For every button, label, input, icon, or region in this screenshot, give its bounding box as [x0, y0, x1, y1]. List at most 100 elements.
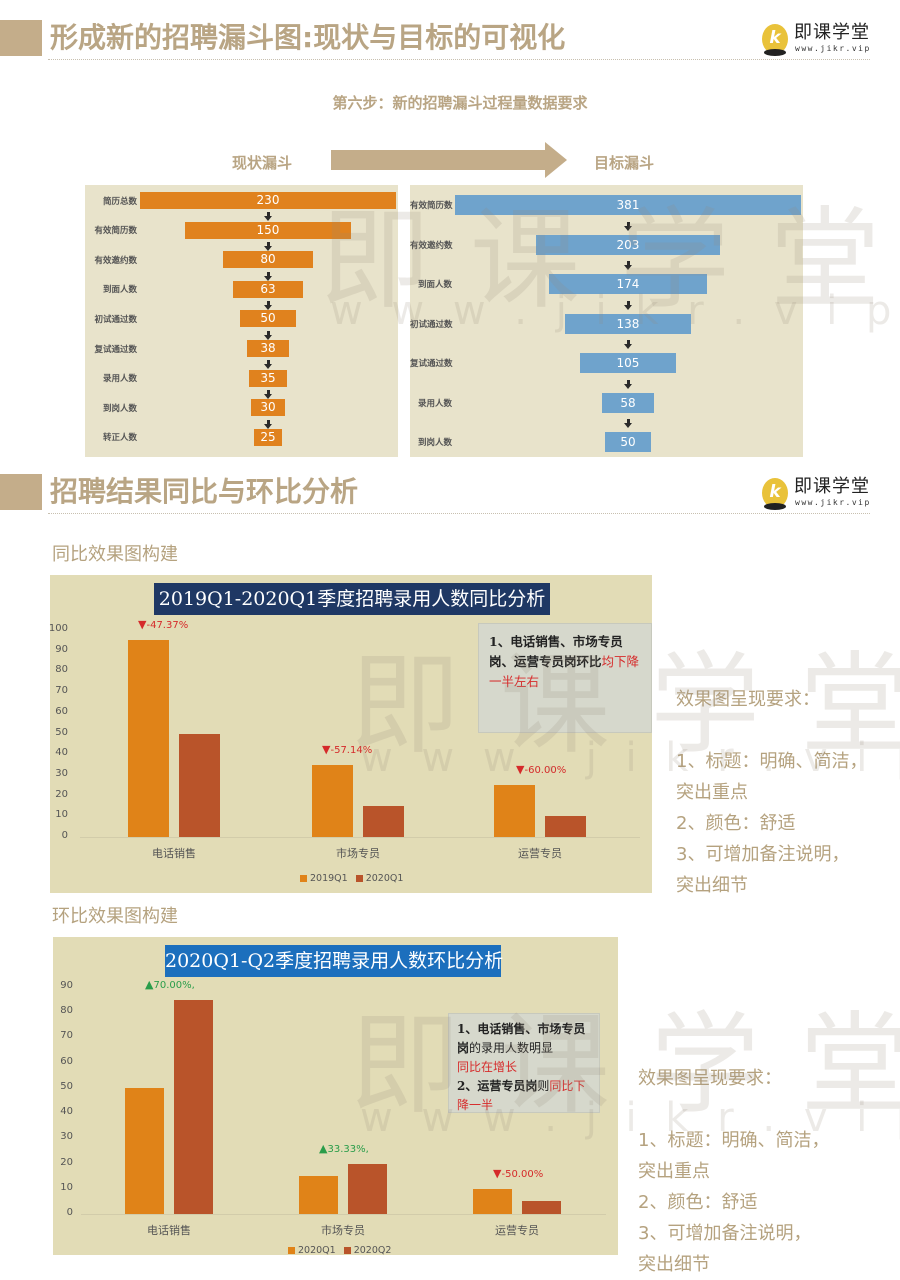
x-axis-line: [80, 837, 640, 838]
chart-title: 2019Q1-2020Q1季度招聘录用人数同比分析: [154, 583, 550, 615]
current-funnel-chart: 简历总数 230 有效简历数 150 有效邀约数 80 到面人数 63 初试通过数 50 复试通过数…: [85, 185, 398, 457]
funnel-stage-label: 到岗人数: [102, 403, 137, 414]
bar-2020Q1: [363, 805, 404, 837]
bar-2020Q1: [179, 733, 220, 837]
legend-swatch: [288, 1247, 295, 1254]
funnel-bar: 35: [248, 369, 288, 387]
funnel-stage-label: 复试通过数: [410, 359, 453, 369]
funnel-stage-label: 复试通过数: [94, 344, 137, 355]
x-axis-category: 电话销售: [147, 1224, 191, 1237]
y-axis-tick: 80: [60, 1005, 73, 1017]
legend-item: 2020Q2: [343, 1245, 391, 1256]
legend-swatch: [300, 875, 307, 882]
legend-swatch: [355, 875, 363, 882]
y-axis-tick: 10: [55, 809, 68, 821]
logo-url: www.jikr.vip: [795, 44, 871, 53]
legend-item: 2020Q1: [288, 1245, 336, 1256]
change-annotation: ▼-60.00%: [516, 763, 567, 777]
triangle-up-icon: ▲: [145, 977, 154, 991]
y-axis-tick: 90: [55, 643, 68, 655]
y-axis-tick: 20: [60, 1156, 73, 1168]
header-divider: [48, 513, 870, 514]
funnel-stage-label: 录用人数: [417, 398, 452, 409]
bar-2020Q1: [545, 816, 586, 837]
change-annotation: ▼-57.14%: [322, 742, 373, 756]
y-axis-tick: 50: [55, 726, 68, 738]
qoq-requirements: 效果图呈现要求： 1、标题：明确、简洁， 突出重点 2、颜色：舒适 3、可增加备…: [638, 1068, 830, 1275]
change-annotation: ▲70.00%,: [145, 977, 195, 991]
down-arrow-icon: [624, 221, 632, 231]
y-axis-tick: 60: [55, 705, 68, 717]
triangle-down-icon: ▼: [516, 763, 525, 777]
y-axis-tick: 0: [66, 1207, 73, 1218]
logo-name: 即课学堂: [794, 22, 870, 43]
y-axis-tick: 40: [60, 1106, 73, 1118]
down-arrow-icon: [264, 330, 272, 340]
page-title: 形成新的招聘漏斗图:现状与目标的可视化: [50, 21, 566, 54]
y-axis-tick: 100: [48, 623, 68, 634]
bar-2020Q1: [125, 1087, 164, 1214]
chart-title: 2020Q1-Q2季度招聘录用人数环比分析: [165, 945, 503, 977]
funnel-bar: 30: [251, 399, 285, 417]
step-subtitle: 第六步：新的招聘漏斗过程量数据要求: [332, 94, 588, 112]
brand-logo: k 即课学堂 www.jikr.vip: [762, 476, 870, 510]
legend-item: 2019Q1: [300, 873, 348, 884]
funnel-stage-label: 转正人数: [102, 433, 137, 444]
y-axis-tick: 80: [55, 664, 68, 676]
logo-mark-icon: k: [762, 478, 788, 510]
y-axis-tick: 20: [55, 788, 68, 800]
qoq-bar-chart: 2020Q1-Q2季度招聘录用人数环比分析 1、电话销售、市场专员岗的录用人数明…: [53, 937, 618, 1256]
y-axis-tick: 30: [60, 1131, 73, 1143]
bar-2020Q2: [522, 1201, 561, 1214]
down-arrow-icon: [624, 300, 632, 310]
funnel-stage-label: 录用人数: [102, 374, 137, 385]
y-axis-tick: 30: [55, 767, 68, 779]
x-axis-line: [81, 1214, 606, 1215]
down-arrow-icon: [264, 241, 272, 251]
bar-2020Q2: [348, 1163, 387, 1214]
triangle-down-icon: ▼: [138, 618, 147, 632]
funnel-stage-label: 初试通过数: [410, 319, 453, 330]
x-axis-category: 运营专员: [518, 847, 562, 860]
funnel-bar: 230: [140, 192, 396, 209]
triangle-up-icon: ▲: [319, 1141, 328, 1155]
chart-legend: 2020Q1 2020Q2: [288, 1245, 399, 1256]
change-annotation: ▲33.33%,: [319, 1141, 369, 1155]
bar-2020Q1: [299, 1176, 338, 1214]
bar-2019Q1: [128, 640, 169, 837]
funnel-stage-label: 简历总数: [102, 196, 137, 207]
logo-name: 即课学堂: [794, 476, 870, 497]
logo-url: www.jikr.vip: [795, 498, 871, 507]
current-funnel-label: 现状漏斗: [232, 154, 293, 172]
target-funnel-chart: 有效简历数 381 有效邀约数 203 到面人数 174 初试通过数 138 复试通过数 105 录…: [410, 185, 803, 457]
funnel-bar: 50: [240, 310, 296, 328]
x-axis-category: 电话销售: [152, 847, 196, 860]
chart-note: 1、电话销售、市场专员岗的录用人数明显 同比在增长 2、运营专员岗则同比下降一半: [448, 1013, 600, 1113]
funnel-bar: 381: [455, 195, 801, 215]
funnel-bar: 63: [232, 280, 304, 298]
transition-arrow-icon: [331, 150, 545, 170]
yoy-requirements: 效果图呈现要求： 1、标题：明确、简洁， 突出重点 2、颜色：舒适 3、可增加备…: [676, 689, 868, 896]
funnel-stage-label: 到面人数: [417, 280, 452, 290]
header-accent-block: [0, 474, 42, 510]
funnel-stage-label: 有效简历数: [94, 226, 137, 237]
down-arrow-icon: [264, 360, 272, 370]
down-arrow-icon: [264, 301, 272, 311]
funnel-bar: 174: [548, 274, 707, 294]
bar-2019Q1: [494, 785, 535, 837]
yoy-heading: 同比效果图构建: [52, 544, 178, 565]
chart-legend: 2019Q1 2020Q1: [300, 873, 411, 884]
bar-2020Q1: [473, 1188, 512, 1214]
x-axis-category: 运营专员: [495, 1224, 539, 1237]
down-arrow-icon: [624, 419, 632, 429]
x-axis-category: 市场专员: [336, 847, 380, 860]
funnel-stage-label: 到岗人数: [417, 438, 452, 448]
funnel-bar: 38: [246, 340, 290, 357]
yoy-bar-chart: 2019Q1-2020Q1季度招聘录用人数同比分析 1、电话销售、市场专员岗、运…: [49, 575, 652, 893]
logo-mark-icon: k: [762, 24, 788, 56]
change-annotation: ▼-50.00%: [493, 1166, 544, 1180]
y-axis-tick: 90: [60, 980, 73, 991]
funnel-bar: 25: [254, 428, 282, 446]
triangle-down-icon: ▼: [322, 742, 331, 756]
y-axis-tick: 60: [60, 1055, 73, 1067]
